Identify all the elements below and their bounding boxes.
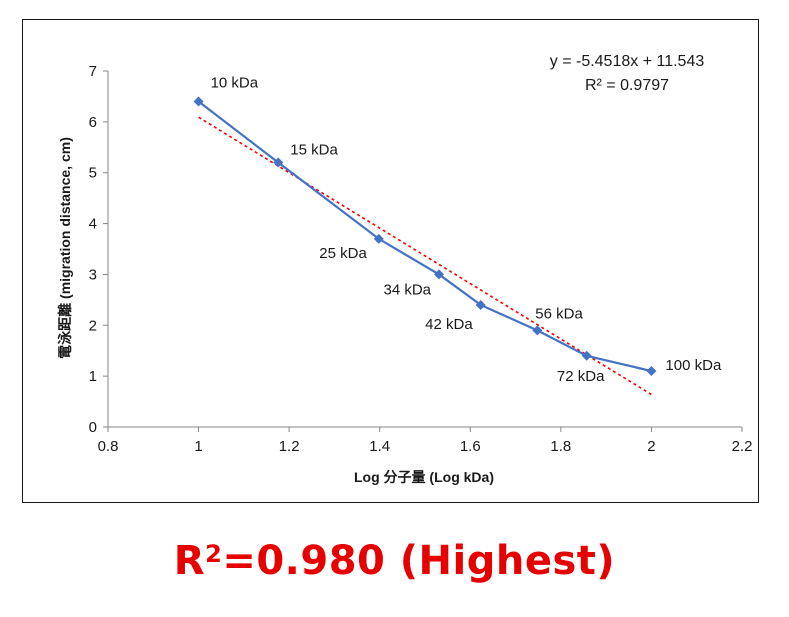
equation-annotation: y = -5.4518x + 11.543 bbox=[550, 53, 705, 70]
data-point-marker bbox=[193, 96, 204, 107]
y-axis-label: 電泳距離 (migration distance, cm) bbox=[57, 137, 73, 359]
data-point-label: 15 kDa bbox=[290, 142, 338, 159]
r-squared-annotation: R² = 0.9797 bbox=[585, 77, 669, 94]
x-tick-label: 1.6 bbox=[460, 438, 481, 455]
axes-layer: 0 1 2 3 4 5 6 7 0.8 1 1.2 1.4 1.6 1.8 2 2.2 bbox=[89, 63, 753, 455]
y-tick-label: 3 bbox=[89, 266, 97, 283]
chart-frame bbox=[22, 19, 759, 503]
data-point-label: 10 kDa bbox=[211, 75, 259, 92]
data-point-label: 56 kDa bbox=[535, 305, 583, 322]
data-point-label: 72 kDa bbox=[557, 368, 605, 385]
linear-trendline bbox=[198, 116, 652, 396]
series-layer bbox=[193, 96, 657, 377]
caption-prefix: R bbox=[173, 538, 206, 584]
x-tick-label: 1.8 bbox=[550, 438, 571, 455]
x-tick-label: 1.2 bbox=[279, 438, 300, 455]
data-point-label: 42 kDa bbox=[425, 316, 473, 333]
x-axis-label: Log 分子量 (Log kDa) bbox=[354, 469, 494, 485]
x-tick-label: 1 bbox=[194, 438, 202, 455]
y-tick-label: 4 bbox=[89, 216, 97, 233]
y-tick-label: 2 bbox=[89, 317, 97, 334]
data-point-marker bbox=[273, 157, 284, 168]
data-point-label: 100 kDa bbox=[665, 357, 722, 374]
data-point-label: 25 kDa bbox=[319, 245, 367, 262]
data-point-marker bbox=[373, 233, 384, 244]
y-tick-label: 1 bbox=[89, 368, 97, 385]
data-point-marker bbox=[581, 350, 592, 361]
y-tick-label: 0 bbox=[89, 419, 97, 436]
point-labels-layer: 10 kDa 15 kDa 25 kDa 34 kDa 42 kDa 56 kDa 72 k… bbox=[211, 75, 722, 385]
r-squared-caption: R2=0.980 (Highest) bbox=[0, 538, 789, 584]
caption-suffix: =0.980 (Highest) bbox=[222, 538, 616, 584]
x-tick-label: 1.4 bbox=[369, 438, 390, 455]
series-line bbox=[197, 100, 652, 373]
data-point-marker bbox=[646, 366, 657, 377]
data-point-marker bbox=[532, 325, 543, 336]
data-point-marker bbox=[475, 299, 486, 310]
x-tick-label: 2.2 bbox=[732, 438, 753, 455]
y-tick-label: 6 bbox=[89, 114, 97, 131]
x-tick-label: 2 bbox=[647, 438, 655, 455]
y-tick-label: 7 bbox=[89, 63, 97, 80]
data-point-label: 34 kDa bbox=[384, 281, 432, 298]
caption-superscript: 2 bbox=[205, 540, 223, 568]
data-point-marker bbox=[434, 269, 445, 280]
trendline-layer bbox=[198, 116, 652, 396]
x-tick-label: 0.8 bbox=[98, 438, 119, 455]
y-tick-label: 5 bbox=[89, 165, 97, 182]
